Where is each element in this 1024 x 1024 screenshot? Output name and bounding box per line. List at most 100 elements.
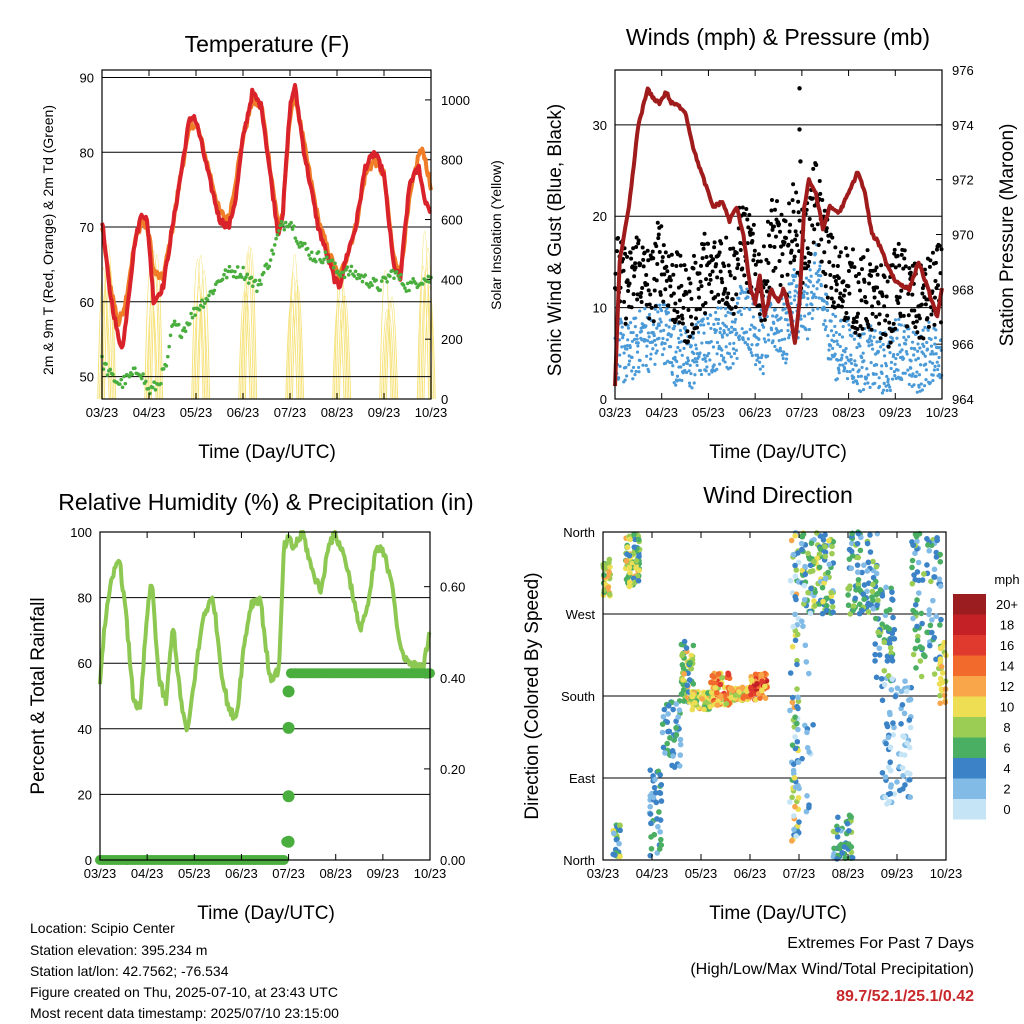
wind-point — [716, 322, 720, 326]
direction-point — [658, 798, 665, 804]
direction-point — [874, 602, 880, 609]
wind-point — [771, 314, 775, 318]
wind-point — [808, 268, 812, 272]
wind-point — [863, 382, 867, 386]
legend-swatch — [953, 614, 986, 635]
gust-point — [872, 288, 877, 293]
direction-point — [813, 530, 820, 536]
gust-point — [660, 255, 665, 260]
direction-point — [879, 697, 886, 704]
direction-point — [729, 687, 736, 694]
gust-point — [722, 264, 727, 269]
dewpoint-point — [404, 289, 409, 293]
direction-point — [933, 613, 939, 620]
direction-point — [789, 742, 796, 748]
gust-point — [854, 319, 859, 324]
wind-point — [718, 330, 722, 335]
direction-point — [759, 678, 765, 685]
gust-point — [819, 237, 824, 242]
gust-point — [720, 297, 725, 302]
wind-point — [705, 354, 709, 358]
direction-point — [850, 603, 857, 609]
direction-point — [849, 854, 856, 861]
gust-point — [668, 278, 673, 283]
wind-point — [751, 315, 756, 319]
dewpoint-point — [278, 223, 283, 228]
dewpoint-point — [187, 322, 192, 326]
direction-point — [683, 645, 690, 651]
gust-point — [708, 272, 713, 277]
plot-frame — [602, 531, 947, 861]
direction-point — [810, 722, 816, 728]
direction-point — [759, 687, 765, 694]
wind-point — [833, 314, 838, 318]
solar-trace — [243, 245, 256, 400]
gust-point — [935, 283, 940, 288]
gust-point — [805, 246, 810, 251]
gust-point — [704, 277, 709, 282]
gust-point — [892, 247, 897, 252]
wind-point — [924, 362, 928, 366]
gust-point — [845, 253, 850, 258]
x-axis-label: Time (Day/UTC) — [197, 903, 335, 924]
wind-point — [831, 312, 835, 316]
solar-trace — [337, 296, 350, 400]
gust-point — [814, 163, 819, 168]
y2-tick-label: 972 — [952, 173, 974, 188]
gust-point — [934, 247, 939, 252]
gust-point — [725, 295, 730, 300]
direction-point — [820, 598, 826, 605]
wind-point — [675, 379, 679, 383]
wind-point — [916, 356, 920, 360]
direction-point — [872, 615, 879, 622]
direction-point — [688, 652, 695, 659]
direction-point — [914, 597, 920, 603]
gust-point — [657, 250, 662, 255]
solar-trace — [286, 273, 300, 400]
gust-point — [647, 302, 652, 307]
wind-point — [924, 368, 928, 372]
direction-point — [865, 600, 872, 607]
wind-point — [697, 355, 701, 359]
wind-point — [694, 323, 698, 327]
gust-point — [807, 259, 812, 264]
wind-point — [655, 349, 659, 353]
gust-point — [658, 292, 663, 297]
gust-point — [745, 241, 750, 246]
wind-point — [739, 286, 743, 290]
gust-point — [696, 286, 701, 291]
wind-point — [901, 356, 906, 361]
dewpoint-point — [425, 279, 429, 284]
wind-point — [779, 316, 783, 320]
gust-point — [639, 290, 644, 295]
y2-tick-label: 976 — [952, 63, 974, 78]
direction-point — [900, 786, 906, 792]
wind-point — [664, 323, 668, 327]
direction-point — [837, 842, 843, 849]
direction-point — [910, 542, 917, 549]
gust-point — [777, 258, 782, 263]
wind-point — [884, 364, 889, 368]
wind-point — [929, 337, 933, 341]
wind-point — [621, 336, 625, 340]
gust-point — [867, 281, 872, 286]
gust-point — [663, 287, 668, 292]
direction-point — [885, 734, 892, 741]
y2-tick-label: 970 — [952, 228, 974, 243]
location-text: Location: Scipio Center — [30, 920, 175, 936]
dewpoint-point — [231, 274, 236, 279]
dewpoint-point — [353, 269, 358, 274]
wind-point — [755, 358, 759, 362]
gust-point — [678, 263, 683, 268]
direction-point — [792, 573, 799, 580]
direction-point — [659, 729, 666, 736]
wind-point — [705, 365, 709, 369]
created-text: Figure created on Thu, 2025-07-10, at 23… — [30, 984, 338, 1000]
wind-point — [773, 307, 777, 312]
direction-point — [790, 761, 797, 767]
gust-point — [682, 263, 687, 268]
gust-point — [780, 252, 785, 257]
gust-point — [693, 316, 698, 321]
wind-point — [793, 289, 797, 293]
